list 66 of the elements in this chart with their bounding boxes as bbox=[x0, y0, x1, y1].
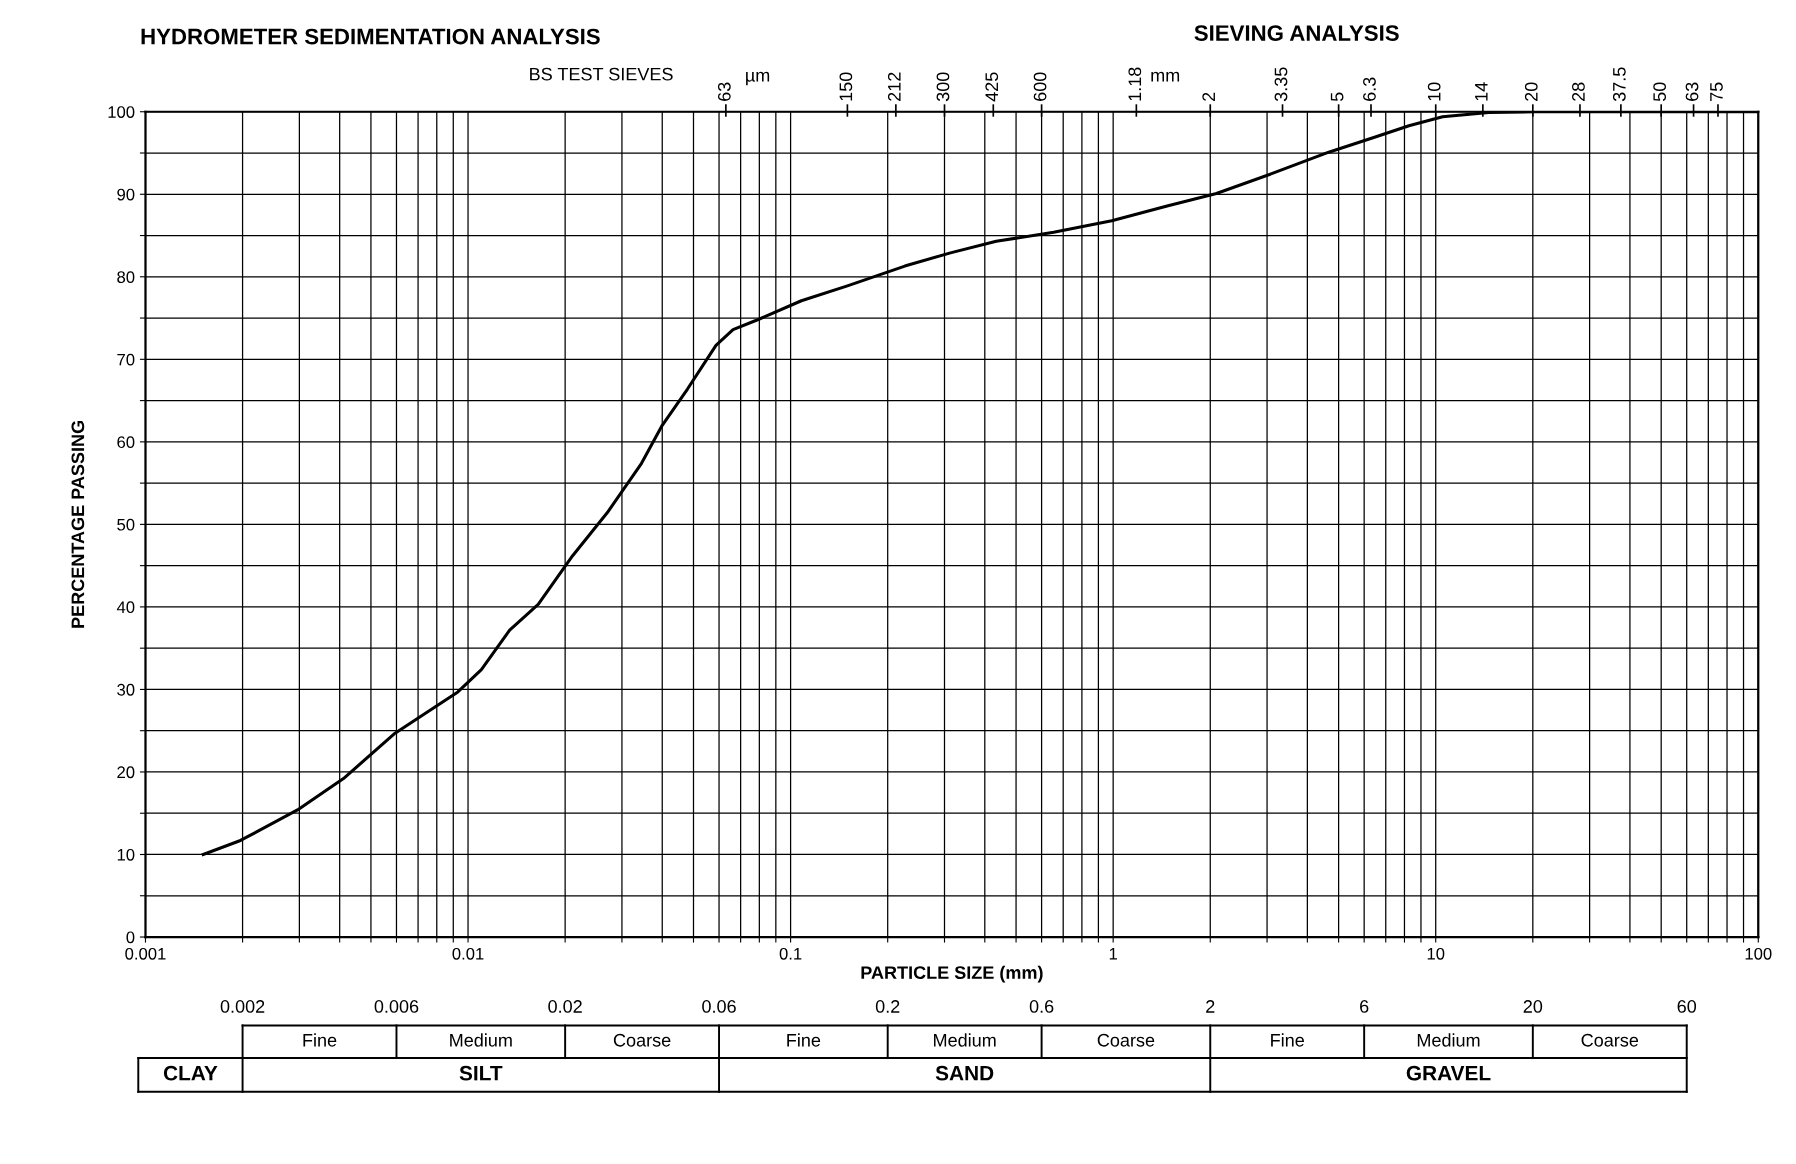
text: Coarse bbox=[613, 1033, 671, 1047]
ref-line-label: 20 bbox=[1524, 82, 1538, 101]
text: Medium bbox=[450, 1033, 512, 1047]
ref-line-label: 28 bbox=[1572, 82, 1585, 101]
y-tick-label: 70 bbox=[117, 353, 135, 366]
ref-line-label: 150 bbox=[839, 72, 853, 101]
ref-line-label: 37.5 bbox=[1612, 67, 1626, 102]
ref-line-label: 63 bbox=[1685, 82, 1699, 101]
text: SILT bbox=[459, 1065, 503, 1081]
y-tick-label: 60 bbox=[117, 436, 135, 449]
y-tick-label: 40 bbox=[116, 601, 135, 614]
ref-line-label: 3.35 bbox=[1274, 67, 1288, 102]
y-tick-label: 50 bbox=[117, 518, 135, 531]
chart-title: HYDROMETER SEDIMENTATION ANALYSIS bbox=[141, 28, 600, 45]
ref-line-label: 63 bbox=[717, 82, 731, 101]
x-tick-label: 1 bbox=[1109, 948, 1117, 960]
ref-line-label: 300 bbox=[936, 72, 950, 102]
x-tick-label: 100 bbox=[1745, 947, 1772, 960]
y-tick-label: 10 bbox=[117, 848, 135, 861]
text: GRAVEL bbox=[1406, 1065, 1491, 1081]
y-axis-title: PERCENTAGE PASSING bbox=[71, 420, 85, 628]
x-tick-label: 10 bbox=[1427, 947, 1445, 960]
text: SAND bbox=[935, 1065, 994, 1081]
x-tick-label: 0.1 bbox=[779, 947, 802, 960]
x-tick-label: 0.01 bbox=[452, 947, 484, 960]
y-tick-label: 80 bbox=[117, 271, 135, 283]
y-tick-label: 20 bbox=[117, 766, 135, 779]
ref-line-label: 600 bbox=[1033, 72, 1047, 101]
y-tick-label: 30 bbox=[117, 683, 135, 696]
text: SIEVING ANALYSIS bbox=[1194, 25, 1399, 41]
ref-line-label: 2 bbox=[1206, 1000, 1215, 1013]
x-tick-label: 0.001 bbox=[125, 947, 166, 960]
text: Medium bbox=[934, 1033, 996, 1047]
text: µm bbox=[746, 71, 770, 86]
ref-line-label: 20 bbox=[1523, 1000, 1543, 1013]
ref-line-label: 0.006 bbox=[374, 1000, 419, 1013]
ref-line-label: 14 bbox=[1475, 82, 1488, 101]
ref-line-label: 60 bbox=[1677, 1000, 1697, 1013]
text: mm bbox=[1151, 71, 1180, 82]
text: Fine bbox=[303, 1033, 337, 1047]
y-tick-label: 0 bbox=[126, 931, 135, 944]
ref-line-label: 75 bbox=[1710, 82, 1723, 101]
ref-line-label: 425 bbox=[985, 72, 999, 102]
text: Medium bbox=[1417, 1033, 1480, 1047]
y-tick-label: 90 bbox=[117, 188, 135, 201]
text: Coarse bbox=[1581, 1033, 1639, 1047]
ref-line-label: 0.2 bbox=[875, 1000, 900, 1013]
ref-line-label: 212 bbox=[887, 72, 901, 101]
ref-line-label: 0.6 bbox=[1029, 1000, 1054, 1013]
text: BS TEST SIEVES bbox=[530, 67, 673, 81]
text: CLAY bbox=[163, 1065, 218, 1081]
ref-line-label: 0.06 bbox=[702, 1000, 736, 1013]
text: Fine bbox=[1271, 1033, 1304, 1047]
ref-line-label: 50 bbox=[1653, 82, 1667, 102]
ref-line-label: 2 bbox=[1202, 92, 1215, 101]
ref-line-label: 0.002 bbox=[220, 1000, 265, 1013]
ref-line-label: 10 bbox=[1427, 82, 1441, 101]
ref-line-label: 1.18 bbox=[1128, 67, 1142, 101]
text: Coarse bbox=[1097, 1033, 1155, 1047]
ref-line-label: 5 bbox=[1330, 92, 1344, 102]
x-axis-title: PARTICLE SIZE (mm) bbox=[861, 965, 1043, 983]
ref-line-label: 6.3 bbox=[1363, 77, 1376, 101]
y-tick-label: 100 bbox=[108, 106, 135, 118]
ref-line-label: 0.02 bbox=[548, 1000, 582, 1013]
ref-line-label: 6 bbox=[1360, 1000, 1369, 1013]
text: Fine bbox=[787, 1033, 821, 1047]
